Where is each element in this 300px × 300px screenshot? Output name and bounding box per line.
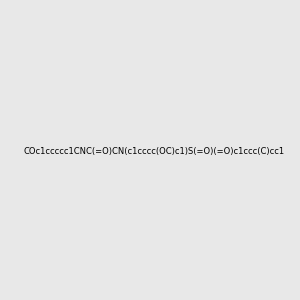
Text: COc1ccccc1CNC(=O)CN(c1cccc(OC)c1)S(=O)(=O)c1ccc(C)cc1: COc1ccccc1CNC(=O)CN(c1cccc(OC)c1)S(=O)(=… [23,147,284,156]
